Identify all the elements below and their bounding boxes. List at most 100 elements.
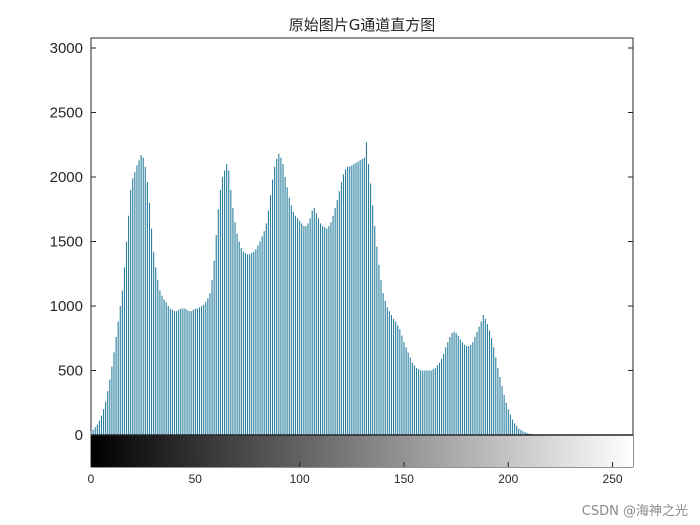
histogram-bar: [405, 347, 407, 435]
histogram-bar: [290, 205, 292, 435]
histogram-bar: [332, 215, 334, 435]
histogram-bar: [395, 321, 397, 435]
histogram-bar: [182, 308, 184, 435]
histogram-bar: [526, 432, 528, 435]
histogram-bar: [365, 142, 367, 436]
histogram-bar: [215, 235, 217, 435]
histogram-bar: [259, 241, 261, 435]
histogram-bar: [246, 254, 249, 435]
histogram-bar: [140, 155, 142, 435]
histogram-bar: [171, 309, 173, 435]
histogram-bar: [219, 189, 221, 435]
histogram-bar: [144, 166, 146, 435]
histogram-bar: [482, 315, 484, 435]
histogram-bar: [328, 226, 330, 435]
histogram-bar: [173, 311, 176, 435]
histogram-bar: [374, 226, 376, 435]
histogram-bar: [413, 365, 415, 435]
histogram-bar: [203, 304, 205, 435]
histogram-bar: [128, 215, 130, 435]
y-tick-label: 3000: [50, 40, 83, 57]
histogram-bar: [292, 211, 294, 435]
histogram-bar: [169, 308, 171, 435]
histogram-bar: [130, 189, 132, 435]
histogram-bar: [340, 182, 342, 435]
histogram-bar: [198, 307, 201, 435]
histogram-bar: [297, 218, 299, 435]
histogram-bar: [194, 308, 196, 435]
histogram-bar: [269, 195, 272, 435]
histogram-bar: [326, 228, 328, 435]
histogram-bar: [347, 166, 349, 435]
histogram-bar: [123, 267, 125, 435]
histogram-bar: [403, 342, 405, 435]
histogram-bar: [493, 347, 495, 435]
histogram-bar: [244, 253, 246, 435]
histogram-bar: [132, 178, 134, 436]
histogram-bar: [176, 311, 178, 435]
y-tick-label: 0: [75, 427, 83, 444]
histogram-bar: [224, 170, 226, 436]
histogram-bar: [411, 362, 413, 435]
histogram-bar: [299, 220, 301, 435]
grayscale-colorbar: [91, 435, 633, 467]
histogram-bar: [276, 158, 278, 435]
histogram-bar: [111, 366, 113, 435]
histogram-bar: [361, 158, 363, 435]
histogram-bar: [313, 207, 315, 435]
histogram-bar: [221, 177, 224, 435]
histogram-bar: [155, 267, 157, 435]
histogram-bar: [351, 165, 353, 435]
histogram-bar: [453, 331, 455, 435]
histogram-bar: [459, 339, 461, 435]
histogram-bar: [307, 223, 309, 435]
histogram-bar: [151, 228, 153, 435]
histogram-bar: [311, 210, 313, 435]
histogram-bar: [249, 254, 251, 435]
x-tick-label: 250: [603, 472, 623, 486]
histogram-bar: [407, 352, 409, 435]
histogram-bar: [190, 311, 192, 435]
histogram-bar: [461, 342, 463, 435]
histogram-bar: [393, 318, 395, 435]
histogram-bar: [267, 210, 269, 435]
histogram-bar: [284, 177, 286, 435]
histogram-bar: [390, 315, 393, 435]
histogram-bar: [201, 306, 203, 435]
histogram-bar: [153, 251, 155, 435]
histogram-bar: [255, 249, 257, 435]
histogram-bar: [445, 347, 447, 435]
histogram-bar: [501, 385, 503, 435]
histogram-bar: [359, 160, 361, 436]
histogram-bar: [232, 207, 234, 435]
histogram-bar: [167, 306, 169, 435]
histogram-bar: [96, 424, 98, 435]
histogram-bar: [370, 183, 372, 435]
histogram-bar: [484, 318, 486, 435]
histogram-bar: [497, 367, 499, 435]
histogram-bar: [478, 326, 480, 435]
histogram-bar: [336, 200, 338, 435]
histogram-bar: [518, 428, 520, 435]
histogram-bar: [315, 213, 317, 435]
histogram-bar: [438, 362, 441, 435]
histogram-bar: [238, 241, 240, 435]
histogram-bar: [509, 414, 511, 435]
histogram-bar: [470, 344, 472, 435]
histogram-bar: [476, 331, 478, 435]
histogram-bar: [357, 161, 359, 435]
histogram-bar: [353, 164, 355, 435]
histogram-bar: [161, 295, 163, 435]
histogram-bar: [98, 420, 100, 435]
histogram-bar: [514, 423, 516, 435]
histogram-bar: [428, 370, 430, 435]
histogram-bar: [324, 227, 326, 435]
histogram-bar: [261, 236, 263, 435]
histogram-bar: [196, 308, 198, 435]
histogram-bar: [217, 209, 219, 435]
histogram-bar: [115, 336, 117, 435]
x-axis: 0 50 100 150 200 250: [88, 462, 623, 486]
histogram-bar: [100, 415, 103, 435]
histogram-bar: [488, 330, 491, 435]
